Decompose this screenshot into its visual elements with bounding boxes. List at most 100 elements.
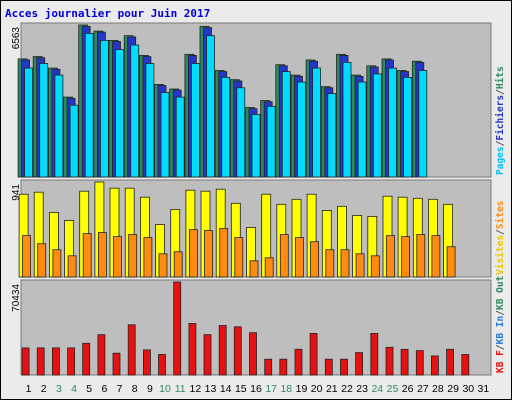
bar-sites-day-2 [37, 243, 47, 278]
bar-kb-f-day-2 [36, 347, 45, 376]
bar-sites-day-8 [128, 234, 138, 278]
bar-pages-day-14 [221, 77, 231, 178]
x-tick-label-day-10: 10 [159, 383, 171, 395]
bar-kb-f-day-27 [415, 350, 424, 376]
bar-sites-day-12 [188, 229, 198, 278]
bar-sites-day-3 [52, 249, 62, 278]
bar-pages-day-26 [403, 77, 413, 178]
panel-3-legend: KB F/KB In/KB Out [495, 276, 506, 373]
panel-2-ymax-label: 941 [11, 184, 22, 201]
bar-kb-f-day-11 [173, 281, 182, 376]
bar-kb-f-day-13 [203, 334, 212, 376]
bar-pages-day-20 [312, 67, 322, 178]
x-tick-label-day-28: 28 [432, 383, 444, 395]
bar-sites-day-18 [279, 234, 289, 278]
x-tick-label-day-22: 22 [341, 383, 353, 395]
bar-sites-day-22 [340, 249, 350, 278]
bar-pages-day-25 [388, 67, 397, 178]
x-tick-label-day-6: 6 [101, 383, 107, 395]
bar-sites-day-19 [295, 237, 304, 278]
bar-pages-day-15 [236, 87, 246, 178]
bar-sites-day-26 [401, 236, 411, 278]
bar-pages-day-21 [327, 93, 337, 178]
bar-kb-f-day-29 [446, 348, 455, 376]
legend-visites-0: Visites [495, 235, 506, 275]
bar-kb-f-day-19 [294, 348, 303, 376]
bar-pages-day-9 [145, 63, 155, 178]
legend-kb-out-4: KB Out [495, 276, 506, 310]
bar-kb-f-day-7 [112, 352, 121, 376]
x-tick-label-day-14: 14 [220, 383, 232, 395]
bar-kb-f-day-23 [355, 352, 364, 376]
bar-pages-day-19 [297, 81, 306, 178]
bar-sites-day-14 [219, 228, 229, 278]
bar-pages-day-7 [115, 49, 124, 178]
x-tick-label-day-19: 19 [296, 383, 308, 395]
bar-pages-day-16 [251, 114, 261, 178]
bar-pages-day-23 [357, 81, 367, 178]
bar-kb-f-day-8 [127, 324, 136, 376]
bar-kb-f-day-21 [324, 358, 333, 376]
bar-kb-f-day-20 [309, 332, 318, 376]
bar-kb-f-day-6 [97, 334, 106, 376]
x-tick-label-day-31: 31 [478, 383, 490, 395]
bar-sites-day-29 [446, 246, 456, 278]
bar-sites-day-27 [416, 234, 426, 278]
x-tick-label-day-21: 21 [326, 383, 338, 395]
bar-sites-day-17 [264, 257, 274, 278]
bar-sites-day-24 [370, 255, 380, 278]
bar-sites-day-21 [325, 249, 335, 278]
bar-pages-day-24 [372, 73, 382, 178]
bar-pages-day-12 [190, 63, 200, 178]
legend-kb-in-2: KB In [495, 316, 506, 345]
bar-sites-day-25 [386, 235, 395, 278]
legend-sites-2: Sites [495, 201, 506, 230]
legend--1: / [495, 140, 506, 146]
legend--1: / [495, 344, 506, 350]
bar-pages-day-13 [206, 35, 215, 178]
bar-kb-f-day-12 [188, 323, 197, 376]
x-tick-label-day-12: 12 [190, 383, 202, 395]
bar-kb-f-day-3 [52, 347, 60, 376]
x-tick-label-day-24: 24 [371, 383, 383, 395]
x-tick-label-day-27: 27 [417, 383, 429, 395]
x-tick-label-day-2: 2 [41, 383, 47, 395]
bar-kb-f-day-10 [158, 354, 166, 376]
bar-sites-day-20 [310, 241, 320, 278]
legend-pages-0: Pages [495, 146, 506, 175]
x-tick-label-day-7: 7 [117, 383, 123, 395]
bar-sites-day-11 [173, 251, 183, 278]
x-tick-label-day-15: 15 [235, 383, 247, 395]
x-tick-label-day-9: 9 [147, 383, 153, 395]
bar-pages-day-6 [100, 40, 109, 178]
x-tick-label-day-11: 11 [175, 383, 186, 395]
x-tick-label-day-29: 29 [447, 383, 459, 395]
legend-hits-4: Hits [495, 66, 506, 89]
panel-1-ymax-label: 6563 [11, 27, 22, 50]
bar-kb-f-day-24 [370, 332, 379, 376]
bar-pages-day-11 [175, 96, 185, 178]
x-tick-label-day-25: 25 [387, 383, 399, 395]
bar-pages-day-17 [266, 106, 276, 178]
x-tick-label-day-16: 16 [250, 383, 262, 395]
bar-kb-f-day-25 [385, 346, 394, 376]
bar-sites-day-5 [82, 233, 92, 278]
bar-kb-f-day-30 [461, 354, 470, 376]
x-tick-label-day-17: 17 [265, 383, 277, 395]
x-tick-label-day-5: 5 [86, 383, 92, 395]
bar-pages-day-10 [160, 92, 170, 178]
x-tick-label-day-3: 3 [56, 383, 62, 395]
x-tick-label-day-18: 18 [280, 383, 292, 395]
bar-pages-day-2 [39, 63, 49, 178]
legend--3: / [495, 310, 506, 316]
bar-kb-f-day-18 [279, 358, 288, 376]
bar-pages-day-27 [418, 70, 428, 178]
x-tick-label-day-4: 4 [71, 383, 77, 395]
bar-kb-f-day-26 [400, 348, 409, 376]
bar-kb-f-day-28 [430, 355, 439, 376]
panel-3-ymax-label: 70434 [11, 284, 22, 312]
legend--3: / [495, 89, 506, 95]
bar-sites-day-16 [249, 260, 259, 278]
bar-kb-f-day-4 [67, 347, 75, 376]
